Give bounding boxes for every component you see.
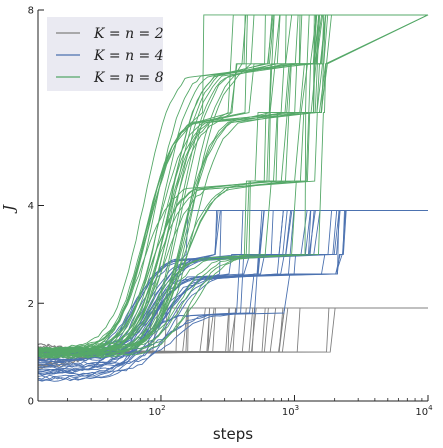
- x-axis-label: steps: [213, 425, 253, 443]
- run-line: [37, 209, 428, 358]
- run-line: [38, 14, 429, 351]
- run-line: [37, 209, 428, 356]
- run-line: [37, 209, 428, 369]
- x-tick-label: 104: [415, 404, 433, 418]
- legend-label: K = n = 2: [93, 26, 164, 42]
- legend-box: [47, 17, 163, 91]
- x-tick-label: 103: [282, 404, 299, 418]
- run-line: [37, 209, 428, 364]
- axis-ticks: 0 2 4 8 102 103 104: [28, 6, 434, 419]
- x-tick-label: 102: [148, 404, 165, 418]
- run-line: [37, 209, 428, 363]
- y-tick-label: 2: [28, 299, 34, 310]
- run-line: [37, 209, 428, 372]
- run-line: [37, 14, 428, 359]
- run-line: [37, 209, 428, 363]
- run-line: [37, 14, 428, 356]
- run-line: [37, 209, 428, 362]
- run-line: [37, 14, 428, 351]
- y-axis-label: J: [0, 204, 18, 214]
- run-line: [38, 14, 428, 357]
- run-line: [37, 209, 428, 378]
- run-line: [37, 209, 428, 355]
- run-line: [37, 209, 428, 382]
- run-line: [37, 209, 428, 356]
- y-tick-label: 4: [28, 201, 34, 212]
- y-tick-label: 0: [28, 397, 34, 408]
- plot-area: [37, 14, 429, 382]
- run-line: [37, 14, 428, 350]
- run-line: [37, 209, 428, 367]
- run-line: [37, 209, 428, 355]
- legend: K = n = 2 K = n = 4 K = n = 8: [47, 17, 164, 91]
- run-line: [38, 209, 428, 358]
- run-line: [37, 209, 428, 366]
- run-line: [37, 14, 428, 350]
- legend-label: K = n = 8: [93, 70, 164, 86]
- series-3: [37, 14, 429, 359]
- run-line: [37, 209, 428, 357]
- run-line: [37, 209, 428, 355]
- run-line: [37, 209, 428, 359]
- y-tick-label: 8: [28, 6, 34, 17]
- run-line: [37, 14, 428, 352]
- legend-label: K = n = 4: [93, 48, 164, 64]
- run-line: [37, 14, 428, 356]
- run-line: [37, 14, 428, 355]
- run-line: [37, 14, 428, 359]
